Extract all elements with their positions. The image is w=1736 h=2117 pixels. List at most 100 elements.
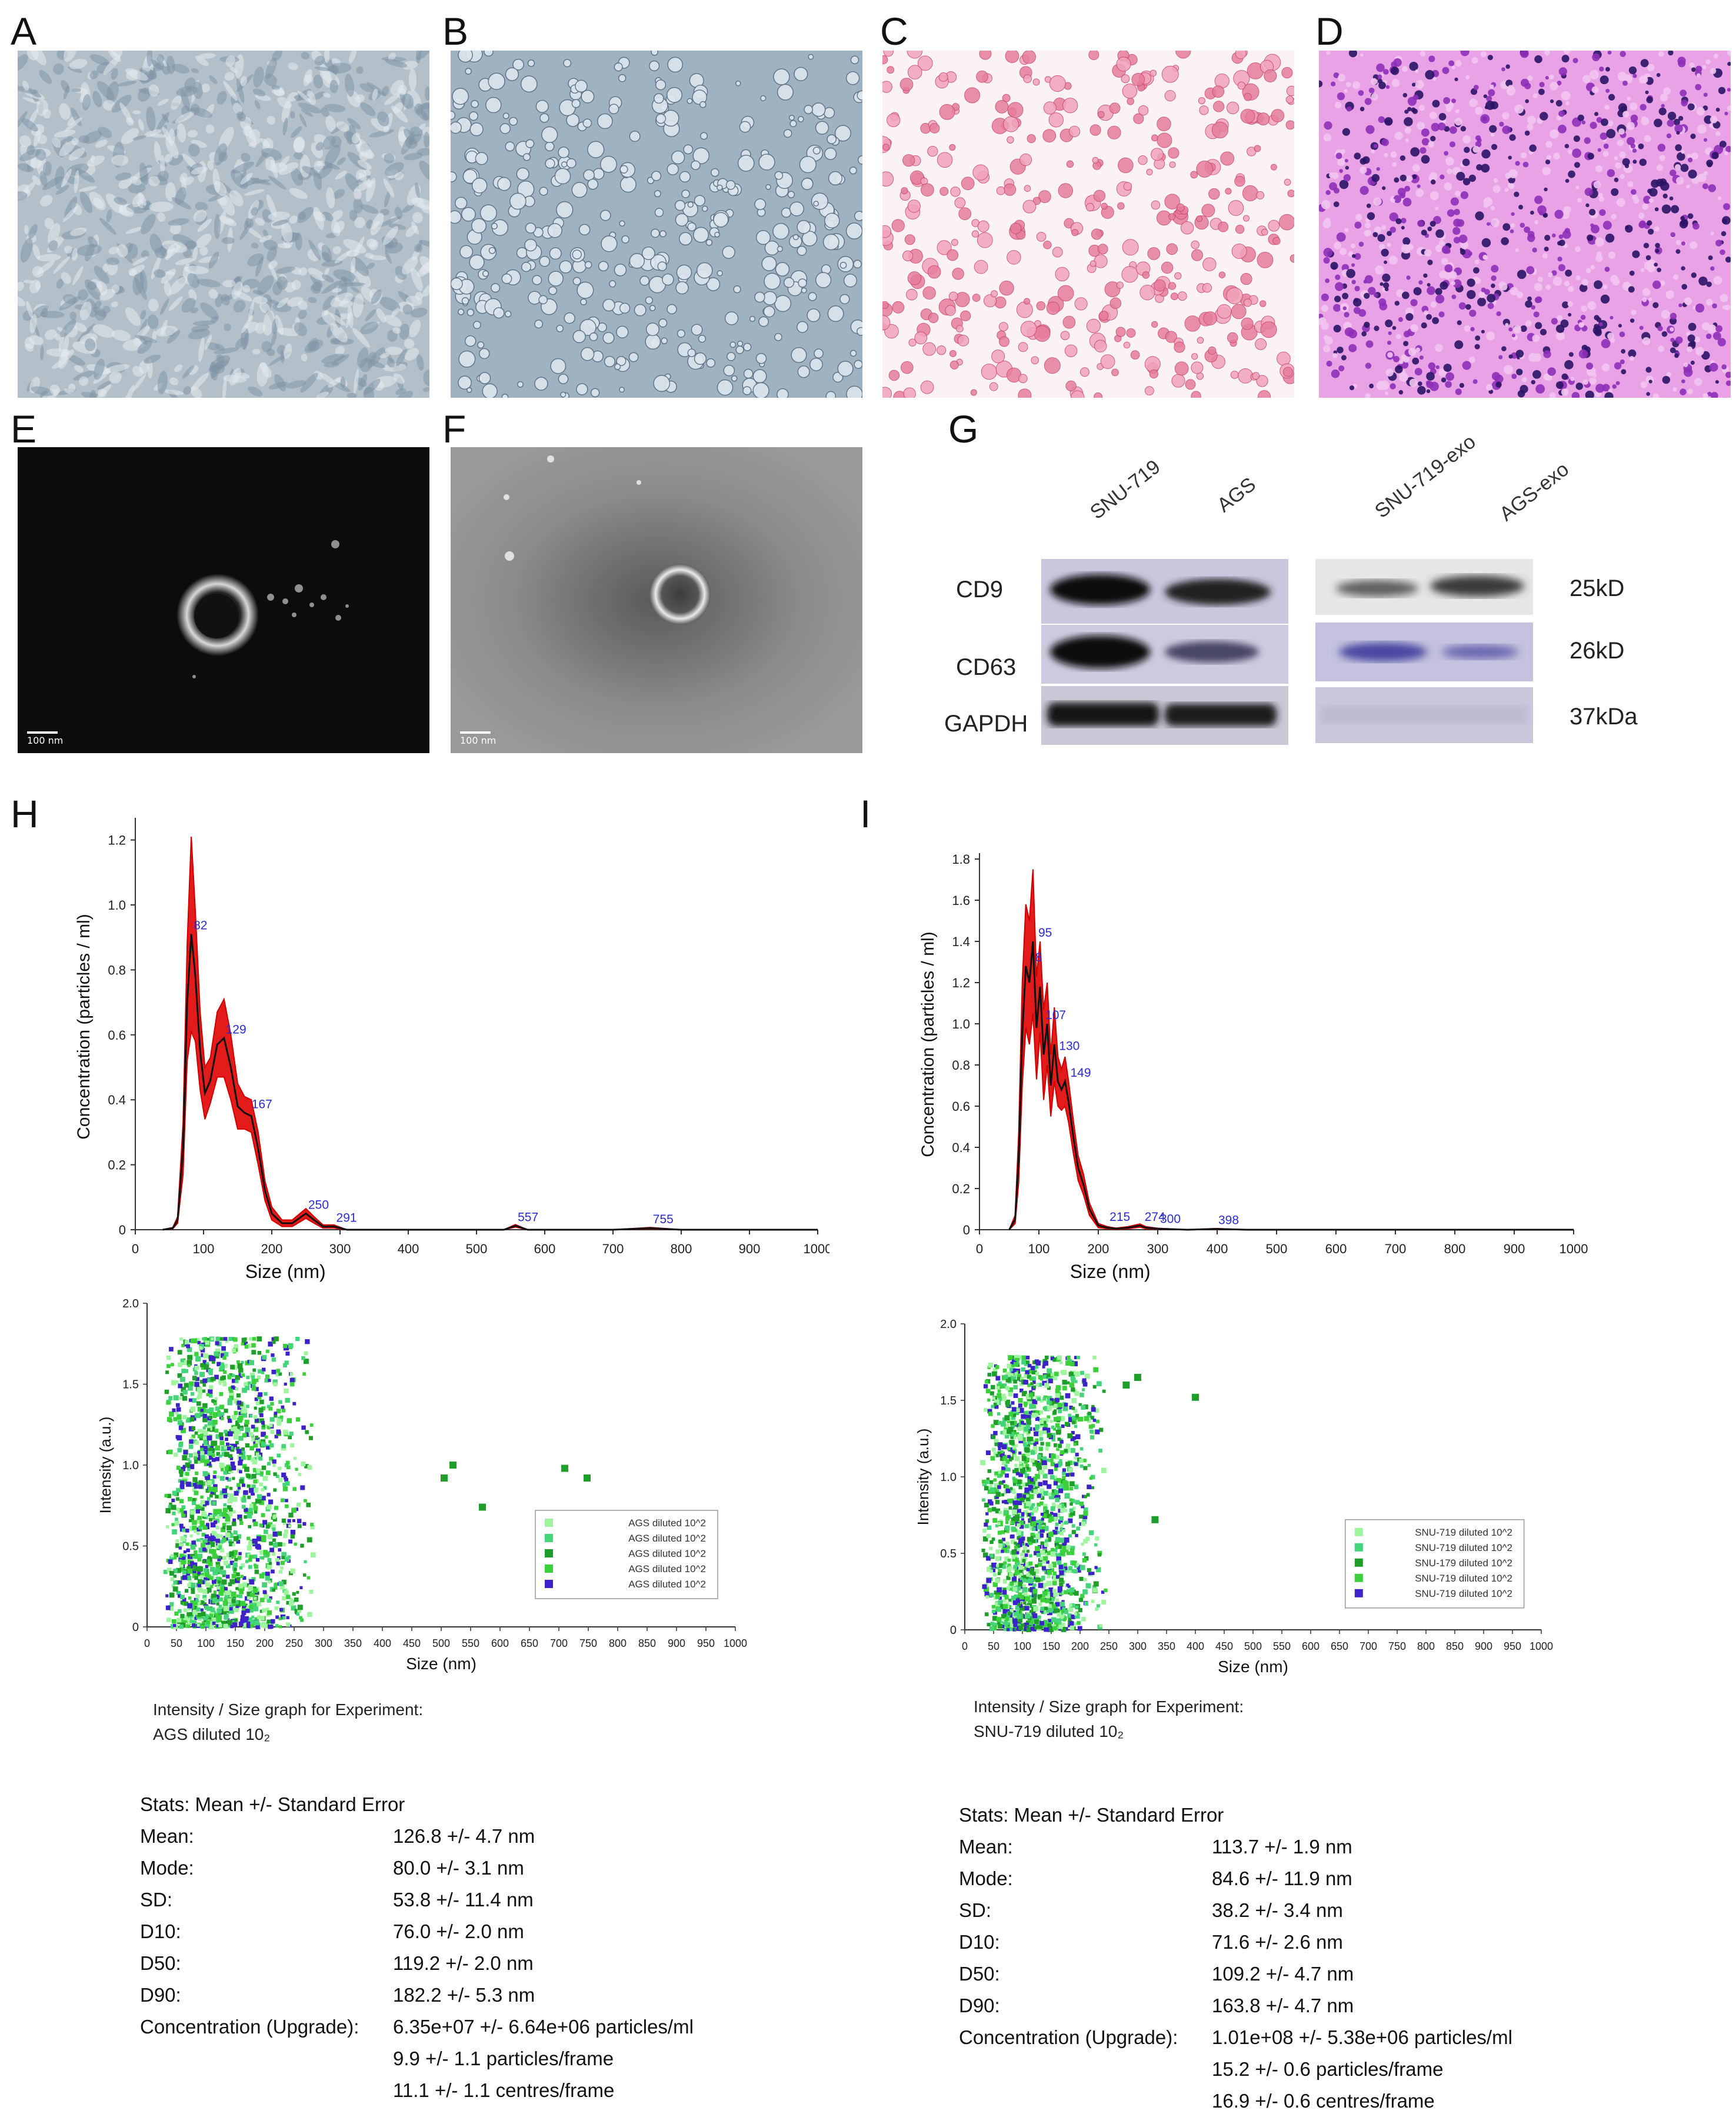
scatter-point <box>304 1352 308 1356</box>
scatter-point <box>1057 1485 1061 1489</box>
scatter-point <box>1035 1577 1041 1583</box>
scatter-point <box>181 1369 186 1373</box>
legend-label: AGS diluted 10^2 <box>628 1517 706 1529</box>
scatter-point <box>1014 1468 1018 1472</box>
scatter-point <box>1025 1370 1029 1374</box>
scatter-point <box>197 1557 201 1562</box>
scatter-point <box>224 1337 227 1340</box>
scatter-point <box>987 1399 990 1402</box>
scatter-point <box>267 1493 271 1496</box>
scatter-point <box>164 1494 168 1497</box>
scatter-point <box>1072 1416 1075 1419</box>
scatter-point <box>1028 1484 1032 1489</box>
scatter-point <box>252 1386 256 1391</box>
scatter-point <box>242 1582 247 1587</box>
scatter-point <box>1079 1502 1084 1506</box>
scatter-point <box>1089 1424 1093 1429</box>
scatter-point <box>253 1506 258 1510</box>
scatter-point <box>212 1554 217 1559</box>
scatter-point <box>1064 1449 1068 1453</box>
scatter-point <box>1061 1523 1064 1526</box>
scatter-point <box>230 1364 235 1369</box>
scatter-point <box>1071 1387 1075 1392</box>
scatter-point <box>233 1570 236 1573</box>
scatter-point <box>1192 1394 1199 1401</box>
scatter-point <box>262 1424 265 1427</box>
scatter-point <box>179 1499 184 1503</box>
scatter-point <box>262 1582 267 1587</box>
scatter-point <box>252 1379 256 1384</box>
scatter-point <box>1079 1577 1083 1581</box>
peak-label: 291 <box>336 1211 357 1224</box>
scatter-point <box>1052 1589 1057 1593</box>
scatter-point <box>224 1430 227 1433</box>
scatter-point <box>220 1365 225 1370</box>
scatter-point <box>1044 1607 1048 1610</box>
y-tick-label: 0.2 <box>952 1181 970 1196</box>
stats-value: 71.6 +/- 2.6 nm <box>1212 1926 1343 1958</box>
scatter-point <box>1038 1562 1042 1567</box>
legend-swatch <box>545 1549 553 1557</box>
scatter-point <box>273 1543 278 1548</box>
scatter-point <box>225 1514 229 1518</box>
scatter-point <box>216 1602 219 1605</box>
scatter-point <box>1059 1361 1062 1364</box>
blot-exosomes <box>1310 553 1545 747</box>
scatter-point <box>1044 1506 1047 1509</box>
scatter-point <box>248 1565 252 1569</box>
scatter-point <box>1009 1368 1013 1372</box>
scatter-point <box>196 1402 201 1406</box>
scatter-point <box>1008 1559 1011 1562</box>
scatter-point <box>1012 1450 1015 1453</box>
scatter-point <box>256 1602 261 1606</box>
scatter-point <box>189 1444 194 1449</box>
scatter-point <box>1020 1469 1025 1473</box>
scatter-point <box>177 1448 182 1453</box>
scatter-point <box>1047 1575 1051 1578</box>
scatter-point <box>225 1466 229 1470</box>
scatter-point <box>171 1504 176 1510</box>
scatter-point <box>1099 1624 1102 1627</box>
scatter-point <box>198 1579 203 1585</box>
scatter-point <box>273 1472 276 1476</box>
scatter-point <box>1072 1524 1075 1527</box>
scatter-point <box>1020 1577 1023 1580</box>
scatter-point <box>1067 1382 1069 1384</box>
scatter-point <box>188 1596 192 1600</box>
scatter-point <box>1019 1461 1022 1464</box>
scatter-point <box>203 1383 206 1387</box>
scatter-point <box>998 1624 1002 1629</box>
panel-label-g: G <box>948 410 978 448</box>
scatter-point <box>1014 1542 1017 1545</box>
scatter-point <box>171 1577 174 1581</box>
scatter-point <box>1071 1398 1077 1403</box>
scatter-point <box>286 1622 290 1626</box>
scatter-point <box>1044 1491 1048 1496</box>
scatter-point <box>992 1518 997 1523</box>
scatter-point <box>1017 1523 1021 1527</box>
scatter-point <box>301 1462 305 1466</box>
scatter-point <box>1013 1565 1017 1569</box>
scatter-point <box>1034 1489 1038 1494</box>
scatter-point <box>212 1458 216 1462</box>
scatter-point <box>226 1525 232 1530</box>
scatter-point <box>1017 1358 1019 1361</box>
scatter-point <box>197 1451 200 1454</box>
scatter-point <box>180 1536 185 1542</box>
y-tick-label: 0.5 <box>940 1547 957 1560</box>
y-axis-label: Concentration (particles / ml) <box>918 931 938 1157</box>
scatter-point <box>204 1539 208 1543</box>
scatter-point <box>1055 1602 1060 1607</box>
scatter-point <box>1039 1621 1044 1626</box>
scatter-point <box>237 1400 241 1404</box>
scatter-point <box>221 1539 225 1543</box>
scatter-point <box>248 1525 251 1529</box>
scatter-point <box>1047 1433 1052 1437</box>
scatter-point <box>996 1492 1001 1497</box>
scatter-point <box>1059 1537 1064 1543</box>
scatter-point <box>272 1340 275 1344</box>
scatter-point <box>274 1606 278 1610</box>
scatter-point <box>1039 1626 1043 1629</box>
scatter-point <box>1013 1483 1016 1486</box>
scatter-point <box>1086 1583 1091 1589</box>
